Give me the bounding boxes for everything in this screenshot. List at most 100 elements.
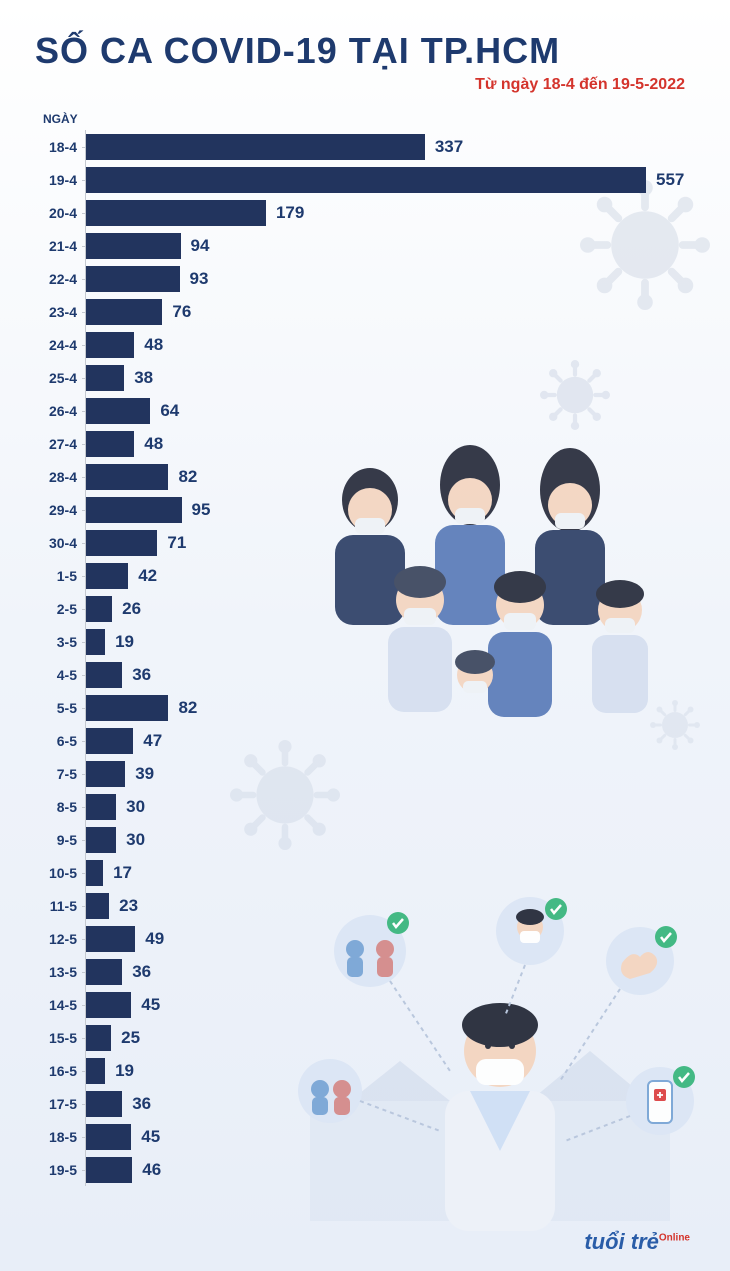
date-label: 25-4 xyxy=(35,370,85,386)
chart-row: 19-5 46 xyxy=(35,1153,695,1186)
bar xyxy=(86,134,425,160)
chart-row: 18-5 45 xyxy=(35,1120,695,1153)
date-label: 14-5 xyxy=(35,997,85,1013)
chart-row: 11-523 xyxy=(35,889,695,922)
bar xyxy=(86,200,266,226)
date-label: 19-4 xyxy=(35,172,85,188)
date-label: 30-4 xyxy=(35,535,85,551)
bar xyxy=(86,233,181,259)
date-label: 7-5 xyxy=(35,766,85,782)
date-label: 1-5 xyxy=(35,568,85,584)
bar xyxy=(86,563,128,589)
bar-track: 46 xyxy=(85,1153,695,1186)
bar-value: 36 xyxy=(132,1094,151,1114)
bar-track: 36 xyxy=(85,1087,695,1120)
bar xyxy=(86,662,122,688)
date-label: 10-5 xyxy=(35,865,85,881)
date-label: 20-4 xyxy=(35,205,85,221)
bar-track: 337 xyxy=(85,130,695,163)
date-label: 5-5 xyxy=(35,700,85,716)
bar-value: 45 xyxy=(141,1127,160,1147)
bar-value: 48 xyxy=(144,335,163,355)
bar-chart: 18-433719-455720-417921-49422-49323-4762… xyxy=(35,130,695,1186)
bar-value: 42 xyxy=(138,566,157,586)
date-label: 19-5 xyxy=(35,1162,85,1178)
bar-value: 71 xyxy=(167,533,186,553)
bar-value: 30 xyxy=(126,797,145,817)
date-label: 9-5 xyxy=(35,832,85,848)
bar-track: 557 xyxy=(85,163,695,196)
chart-row: 5-5 82 xyxy=(35,691,695,724)
bar-track: 95 xyxy=(85,493,695,526)
bar xyxy=(86,596,112,622)
bar-value: 47 xyxy=(143,731,162,751)
chart-row: 15-525 xyxy=(35,1021,695,1054)
date-label: 23-4 xyxy=(35,304,85,320)
bar-value: 76 xyxy=(172,302,191,322)
chart-subtitle: Từ ngày 18-4 đến 19-5-2022 xyxy=(35,76,695,94)
date-label: 12-5 xyxy=(35,931,85,947)
bar-track: 36 xyxy=(85,658,695,691)
bar xyxy=(86,365,124,391)
date-label: 13-5 xyxy=(35,964,85,980)
bar-track: 38 xyxy=(85,361,695,394)
bar xyxy=(86,1091,122,1117)
bar-track: 23 xyxy=(85,889,695,922)
bar-track: 47 xyxy=(85,724,695,757)
bar-value: 82 xyxy=(178,698,197,718)
chart-row: 2-526 xyxy=(35,592,695,625)
bar xyxy=(86,1058,105,1084)
chart-row: 17-536 xyxy=(35,1087,695,1120)
logo-sub: Online xyxy=(659,1233,690,1244)
bar-track: 82 xyxy=(85,691,695,724)
bar-track: 17 xyxy=(85,856,695,889)
bar-track: 71 xyxy=(85,526,695,559)
source-logo: tuổi trẻOnline xyxy=(584,1229,690,1255)
chart-row: 20-4 179 xyxy=(35,196,695,229)
bar-value: 94 xyxy=(191,236,210,256)
chart-row: 12-5 49 xyxy=(35,922,695,955)
date-label: 15-5 xyxy=(35,1030,85,1046)
bar xyxy=(86,464,168,490)
bar xyxy=(86,959,122,985)
date-label: 18-5 xyxy=(35,1129,85,1145)
bar-track: 45 xyxy=(85,1120,695,1153)
chart-row: 30-4 71 xyxy=(35,526,695,559)
bar-track: 19 xyxy=(85,625,695,658)
logo-text: tuổi trẻ xyxy=(584,1229,659,1254)
bar-value: 49 xyxy=(145,929,164,949)
bar xyxy=(86,860,103,886)
bar-value: 64 xyxy=(160,401,179,421)
chart-row: 25-4 38 xyxy=(35,361,695,394)
bar-track: 30 xyxy=(85,790,695,823)
date-label: 3-5 xyxy=(35,634,85,650)
bar-value: 39 xyxy=(135,764,154,784)
bar xyxy=(86,398,150,424)
bar-value: 23 xyxy=(119,896,138,916)
chart-title: SỐ CA COVID-19 TẠI TP.HCM xyxy=(35,30,695,72)
bar-track: 94 xyxy=(85,229,695,262)
bar-track: 39 xyxy=(85,757,695,790)
bar-track: 25 xyxy=(85,1021,695,1054)
bar-value: 557 xyxy=(656,170,684,190)
date-label: 6-5 xyxy=(35,733,85,749)
bar-value: 38 xyxy=(134,368,153,388)
date-label: 21-4 xyxy=(35,238,85,254)
chart-row: 10-517 xyxy=(35,856,695,889)
bar-value: 82 xyxy=(178,467,197,487)
bar xyxy=(86,167,646,193)
bar xyxy=(86,926,135,952)
bar-value: 337 xyxy=(435,137,463,157)
bar-value: 179 xyxy=(276,203,304,223)
bar-value: 46 xyxy=(142,1160,161,1180)
bar-value: 48 xyxy=(144,434,163,454)
date-label: 26-4 xyxy=(35,403,85,419)
bar-track: 26 xyxy=(85,592,695,625)
chart-row: 26-4 64 xyxy=(35,394,695,427)
date-label: 29-4 xyxy=(35,502,85,518)
date-label: 18-4 xyxy=(35,139,85,155)
bar-track: 64 xyxy=(85,394,695,427)
chart-row: 1-5 42 xyxy=(35,559,695,592)
bar-value: 19 xyxy=(115,1061,134,1081)
chart-row: 19-4 557 xyxy=(35,163,695,196)
